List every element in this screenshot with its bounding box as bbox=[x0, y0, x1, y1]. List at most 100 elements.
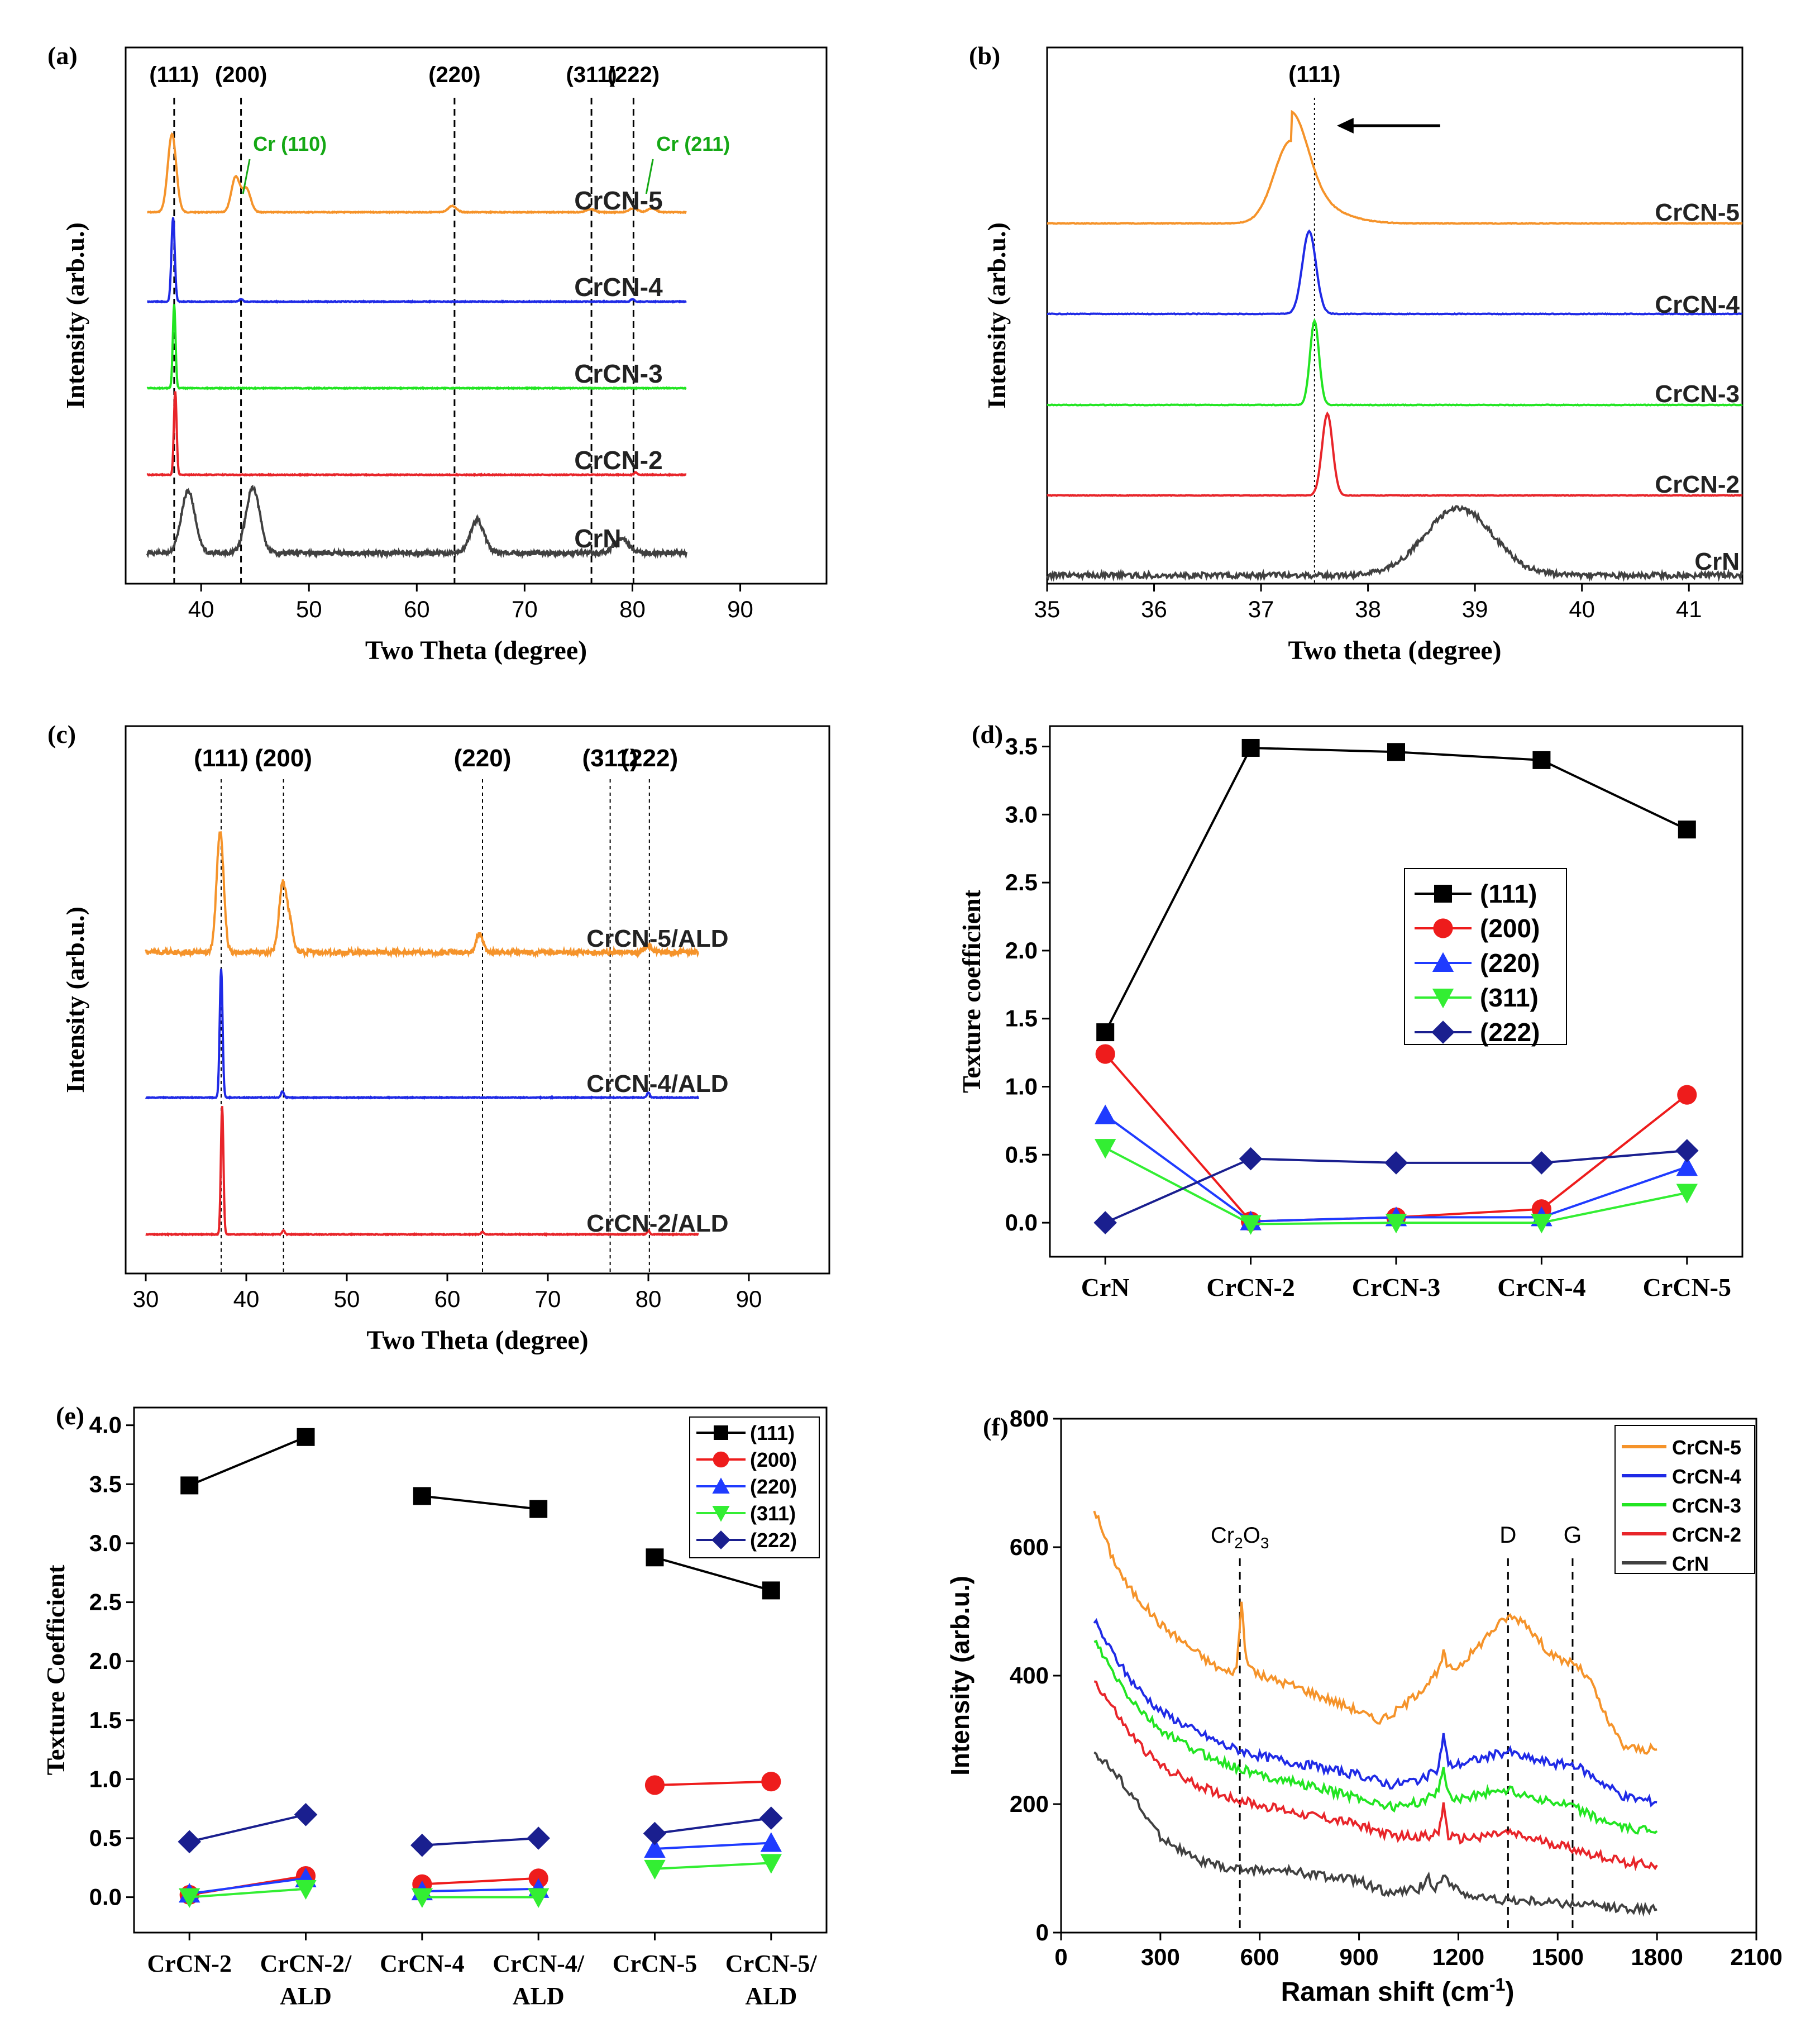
series-label: CrCN-2/ALD bbox=[586, 1210, 728, 1237]
x-tick-label: 41 bbox=[1676, 596, 1702, 622]
y-tick-label: 2.5 bbox=[1005, 869, 1038, 895]
pattern-line bbox=[146, 484, 687, 560]
y-axis-label: Texture Coefficient bbox=[41, 1564, 70, 1776]
pattern-line bbox=[1046, 504, 1743, 582]
y-tick-label: 2.5 bbox=[89, 1589, 122, 1615]
data-point bbox=[1675, 1139, 1699, 1162]
data-point bbox=[413, 1487, 431, 1505]
category-label: CrCN-2/ bbox=[260, 1950, 352, 1977]
data-point bbox=[1531, 1214, 1553, 1234]
legend-label: (220) bbox=[1480, 948, 1540, 977]
category-label: ALD bbox=[280, 1982, 332, 2010]
band-label: Cr2O3 bbox=[1211, 1523, 1269, 1552]
legend-label: (200) bbox=[750, 1448, 797, 1471]
data-point bbox=[527, 1888, 550, 1908]
data-point bbox=[646, 1548, 664, 1567]
pattern-line bbox=[146, 304, 687, 391]
band-label: G bbox=[1564, 1521, 1582, 1548]
y-tick-label: 0.0 bbox=[1005, 1209, 1038, 1236]
data-point bbox=[1240, 1215, 1262, 1235]
peak-label: (311) bbox=[566, 63, 617, 87]
series-line bbox=[422, 1887, 539, 1893]
data-point bbox=[760, 1832, 782, 1852]
shift-arrow-head bbox=[1336, 118, 1354, 133]
pattern-line bbox=[1047, 318, 1743, 407]
category-label: ALD bbox=[513, 1982, 565, 2010]
data-point bbox=[1677, 1085, 1697, 1105]
y-axis-label: Texture coefficient bbox=[957, 889, 986, 1093]
series-line bbox=[422, 1877, 539, 1886]
legend-box bbox=[1614, 1425, 1755, 1574]
data-point bbox=[180, 1476, 199, 1495]
data-point bbox=[297, 1428, 315, 1446]
x-axis-label: Two Theta (degree) bbox=[365, 636, 587, 665]
x-tick-label: 39 bbox=[1462, 596, 1488, 622]
series-label: CrCN-5 bbox=[574, 186, 662, 215]
y-tick-label: 1.0 bbox=[89, 1766, 122, 1792]
panel-c: (c) 30 40 50 60 70 80 90 Intensity (arb.u.) Two T… bbox=[47, 720, 830, 1355]
plot-frame bbox=[133, 1406, 828, 1934]
x-axis-label-end: ) bbox=[1505, 1977, 1514, 2007]
y-axis-label: Intensity (arb.u.) bbox=[61, 907, 89, 1093]
series-line bbox=[189, 1877, 306, 1895]
data-point bbox=[1385, 1214, 1407, 1234]
data-point bbox=[1530, 1151, 1554, 1175]
panel-a: (a) 40 50 60 70 80 90 Intensity (arb.u.) Two The… bbox=[47, 41, 828, 665]
x-tick-label: 70 bbox=[535, 1286, 561, 1312]
spectrum-line bbox=[1093, 1618, 1657, 1807]
series-line bbox=[655, 1842, 771, 1850]
legend-label: CrCN-4 bbox=[1672, 1465, 1741, 1488]
band-label-part: O bbox=[1243, 1523, 1260, 1548]
category-label: ALD bbox=[745, 1982, 797, 2010]
pattern-line bbox=[145, 1106, 699, 1237]
data-point bbox=[759, 1806, 783, 1830]
x-tick-label: 40 bbox=[233, 1286, 260, 1312]
x-tick-label: 40 bbox=[188, 596, 214, 622]
category-label: CrCN-5 bbox=[1643, 1273, 1731, 1301]
series-line bbox=[655, 1862, 771, 1870]
series-line bbox=[422, 1837, 539, 1847]
pattern-line bbox=[147, 132, 687, 214]
y-tick-label: 3.5 bbox=[1005, 733, 1038, 760]
legend-label: (311) bbox=[750, 1502, 796, 1525]
category-label: CrCN-4 bbox=[380, 1950, 465, 1977]
data-point bbox=[1241, 738, 1260, 757]
data-point bbox=[294, 1802, 318, 1826]
series-label: CrCN-2 bbox=[574, 446, 662, 475]
legend-label: CrCN-3 bbox=[1672, 1494, 1741, 1517]
peak-label: (200) bbox=[255, 745, 312, 772]
legend-label: (222) bbox=[1480, 1018, 1540, 1047]
series-line bbox=[655, 1780, 771, 1786]
pattern-line bbox=[145, 969, 700, 1100]
peak-label: (111) bbox=[194, 745, 249, 772]
y-tick-label: 600 bbox=[1010, 1534, 1049, 1560]
data-point bbox=[1387, 743, 1405, 761]
spectrum-line bbox=[1093, 1510, 1657, 1755]
x-axis-label: Raman shift (cm-1) bbox=[1281, 1974, 1515, 2007]
panel-label: (c) bbox=[47, 720, 76, 748]
y-tick-label: 4.0 bbox=[89, 1412, 122, 1438]
panel-label: (b) bbox=[969, 41, 1000, 70]
data-point bbox=[644, 1838, 666, 1858]
panel-label: (f) bbox=[983, 1413, 1009, 1441]
legend-marker bbox=[1434, 885, 1452, 903]
x-tick-label: 1800 bbox=[1631, 1944, 1683, 1970]
pattern-line bbox=[1047, 411, 1743, 497]
x-tick-label: 50 bbox=[296, 596, 322, 622]
pattern-line bbox=[145, 831, 699, 959]
plot-frame bbox=[125, 725, 830, 1275]
y-tick-label: 0 bbox=[1036, 1919, 1049, 1945]
x-tick-label: 80 bbox=[636, 1286, 662, 1312]
data-point bbox=[1095, 1139, 1116, 1159]
x-tick-label: 0 bbox=[1054, 1944, 1067, 1970]
category-label: CrCN-5 bbox=[613, 1950, 698, 1977]
peak-label: (200) bbox=[215, 63, 267, 87]
legend-label: (111) bbox=[750, 1422, 795, 1444]
x-axis-label-main: Raman shift (cm bbox=[1281, 1977, 1489, 2007]
x-tick-label: 40 bbox=[1569, 596, 1595, 622]
y-tick-label: 2.0 bbox=[89, 1648, 122, 1674]
y-tick-label: 1.5 bbox=[1005, 1005, 1038, 1032]
peak-label: (111) bbox=[1288, 61, 1340, 87]
data-point bbox=[410, 1833, 434, 1857]
